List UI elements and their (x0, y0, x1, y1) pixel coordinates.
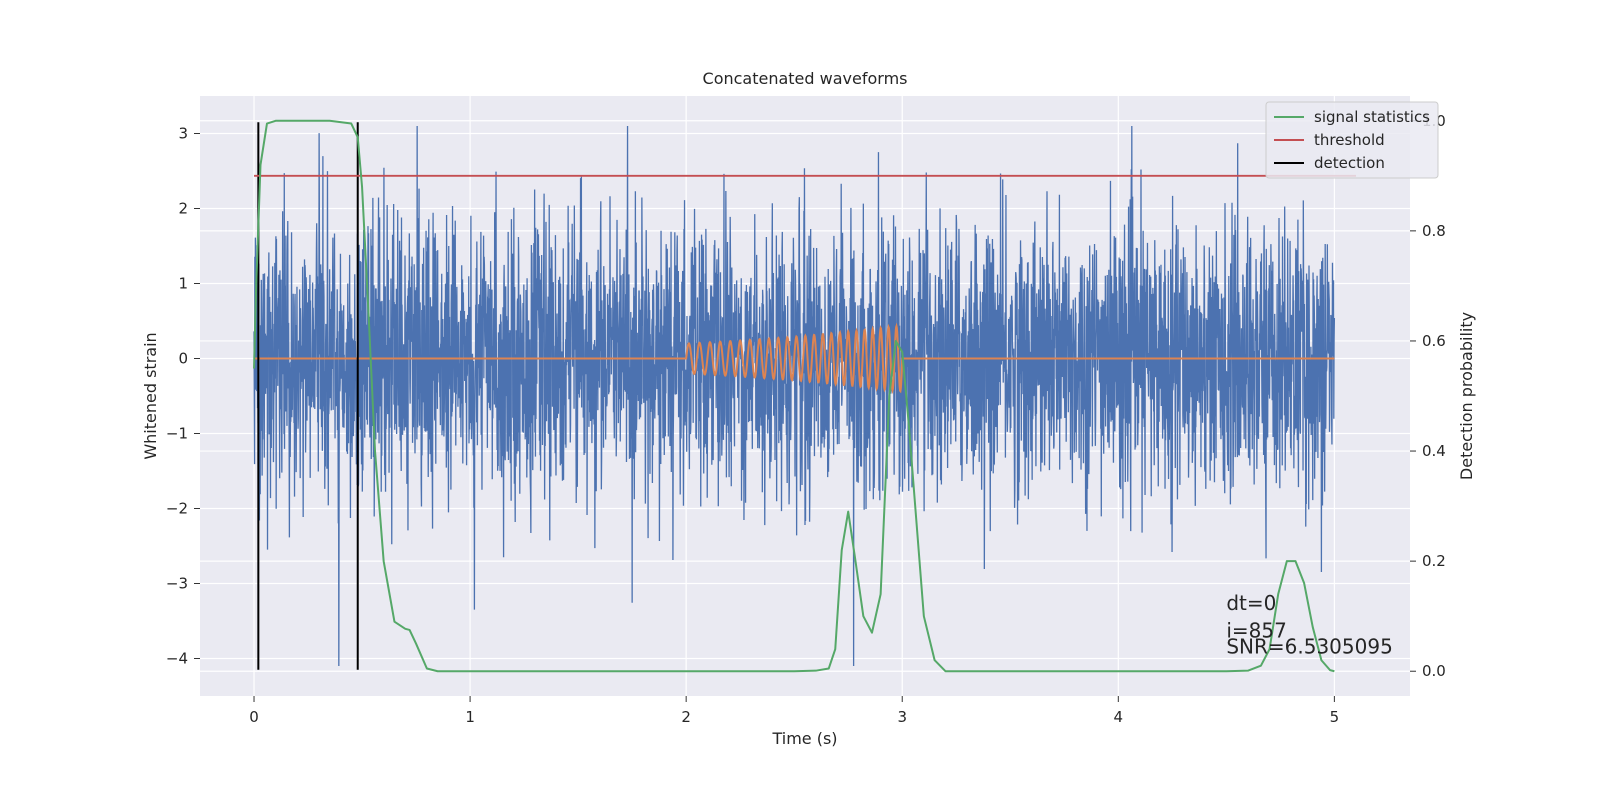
y2-tick-label: 0.4 (1422, 442, 1446, 460)
x-tick-label: 3 (897, 708, 907, 726)
y-tick-label: −3 (166, 575, 188, 593)
y-tick-label: 0 (178, 350, 188, 368)
y-tick-label: −2 (166, 500, 188, 518)
plot-area (253, 125, 1336, 667)
x-tick-label: 1 (465, 708, 475, 726)
y-tick-label: −1 (166, 425, 188, 443)
y-tick-label: 2 (178, 200, 188, 218)
x-tick-label: 4 (1114, 708, 1124, 726)
annotation-text: i=857 (1226, 619, 1287, 643)
x-axis-title: Time (s) (771, 729, 837, 748)
x-tick-label: 0 (249, 708, 259, 726)
y-tick-label: 1 (178, 275, 188, 293)
annotation-text: dt=0 (1226, 591, 1276, 615)
x-tick-label: 5 (1330, 708, 1340, 726)
legend-label: signal statistics (1314, 108, 1430, 126)
y2-axis-title: Detection probability (1457, 312, 1476, 480)
y2-tick-label: 0.6 (1422, 332, 1446, 350)
y2-tick-label: 0.0 (1422, 662, 1446, 680)
y-tick-label: 3 (178, 125, 188, 143)
legend-box (1265, 101, 1439, 179)
y-tick-label: −4 (166, 650, 188, 668)
x-tick-label: 2 (681, 708, 691, 726)
legend-label: detection (1314, 154, 1385, 172)
y2-tick-label: 0.8 (1422, 222, 1446, 240)
annotation-text: SNR=6.5305095 (1226, 634, 1392, 658)
signal-statistics-line (253, 119, 1335, 673)
chart-title: Concatenated waveforms (703, 69, 908, 88)
injection-line (254, 322, 1335, 395)
legend-label: threshold (1314, 131, 1385, 149)
y2-tick-label: 0.2 (1422, 552, 1446, 570)
y-axis-title: Whitened strain (141, 332, 160, 459)
legend: signal statistics threshold detection (1265, 101, 1439, 179)
